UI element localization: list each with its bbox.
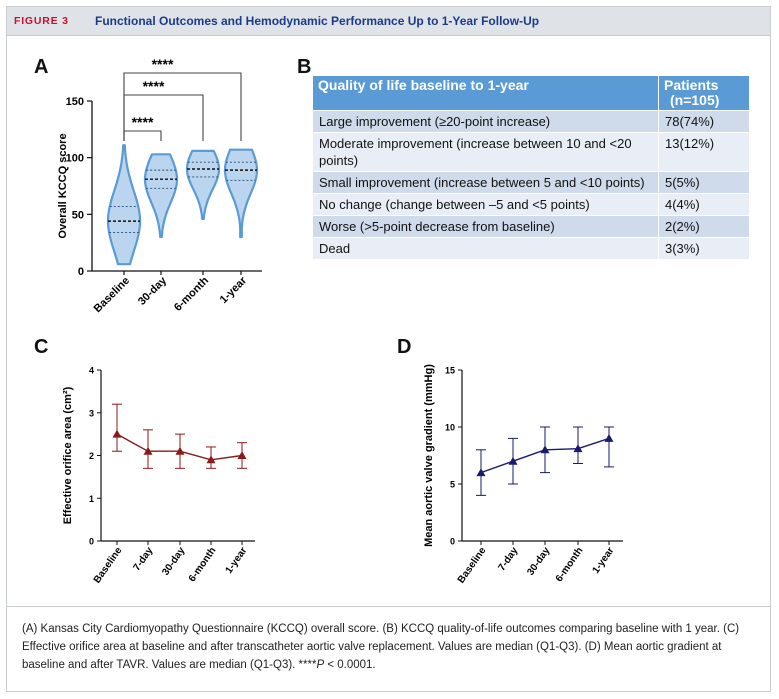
figure-header xyxy=(7,7,770,36)
table-row-label: Moderate improvement (increase between 1… xyxy=(313,132,659,172)
x-tick-label: Baseline xyxy=(456,545,489,585)
x-tick-label: 1-year xyxy=(591,545,617,576)
table-row-label: Small improvement (increase between 5 an… xyxy=(313,171,659,194)
significance-label: **** xyxy=(132,114,154,130)
data-point-marker xyxy=(604,433,614,442)
y-tick-label: 100 xyxy=(66,153,84,165)
table-row: Moderate improvement (increase between 1… xyxy=(313,132,749,172)
panel-label-b: B xyxy=(297,56,312,78)
data-point-marker xyxy=(508,456,518,465)
y-tick-label: 150 xyxy=(66,96,84,108)
table-row-value: 13(12%) xyxy=(658,132,749,172)
y-tick-label: 0 xyxy=(450,537,455,547)
table-row-label: Dead xyxy=(313,237,659,260)
y-tick-label: 5 xyxy=(450,480,455,490)
panel-label-a: A xyxy=(34,56,49,78)
table-row: Worse (>5-point decrease from baseline) … xyxy=(313,215,749,238)
violin-shape xyxy=(185,149,221,220)
caption-p-symbol: P xyxy=(316,659,325,671)
violin-shape xyxy=(223,148,259,239)
data-point-marker xyxy=(175,446,185,455)
table-row-label: Large improvement (≥20-point increase) xyxy=(313,110,659,133)
x-tick-label: 6-month xyxy=(554,545,586,584)
y-tick-label: 2 xyxy=(89,451,94,461)
table-col2-header: Patients (n=105) xyxy=(658,76,749,111)
table-row: Dead 3(3%) xyxy=(313,237,749,260)
data-point-marker xyxy=(573,444,583,453)
table-row-value: 4(4%) xyxy=(658,193,749,216)
violin-shape xyxy=(106,144,142,266)
y-tick-label: 4 xyxy=(89,366,94,376)
figure-caption: (A) Kansas City Cardiomyopathy Questionn… xyxy=(22,620,762,674)
y-tick-label: 3 xyxy=(89,408,94,418)
significance-bracket xyxy=(123,72,242,141)
caption-text-end: < 0.0001. xyxy=(324,659,376,671)
table-row: Small improvement (increase between 5 an… xyxy=(313,171,749,194)
y-tick-label: 0 xyxy=(78,266,84,278)
table-row-value: 78(74%) xyxy=(658,110,749,133)
panel-label-d: D xyxy=(397,336,412,358)
y-tick-label: 0 xyxy=(89,537,94,547)
data-point-marker xyxy=(476,468,486,477)
table-col1-header: Quality of life baseline to 1-year xyxy=(313,76,659,111)
table-col2-header-line2: (n=105) xyxy=(670,92,720,108)
data-point-marker xyxy=(143,446,153,455)
table-row-value: 5(5%) xyxy=(658,171,749,194)
figure-title: Functional Outcomes and Hemodynamic Perf… xyxy=(95,14,540,28)
y-axis-label: Overall KCCQ score xyxy=(57,133,69,238)
table-row-value: 2(2%) xyxy=(658,215,749,238)
table-header-row: Quality of life baseline to 1-year Patie… xyxy=(313,76,749,111)
y-axis-label: Effective orifice area (cm²) xyxy=(62,386,74,524)
caption-divider xyxy=(7,606,770,607)
violin-shape xyxy=(143,153,179,239)
data-point-marker xyxy=(206,455,216,464)
table-row: Large improvement (≥20-point increase) 7… xyxy=(313,110,749,133)
significance-label: **** xyxy=(143,78,165,94)
significance-label: **** xyxy=(152,56,174,72)
y-tick-label: 1 xyxy=(89,494,94,504)
x-tick-label: 7-day xyxy=(496,545,520,573)
y-axis-label: Mean aortic valve gradient (mmHg) xyxy=(423,364,435,547)
caption-text: (A) Kansas City Cardiomyopathy Questionn… xyxy=(22,623,740,671)
data-point-marker xyxy=(540,445,550,454)
table-row-value: 3(3%) xyxy=(658,237,749,260)
y-tick-label: 50 xyxy=(72,209,84,221)
figure-label: FIGURE 3 xyxy=(14,15,69,27)
y-tick-label: 15 xyxy=(445,366,455,376)
table-col2-header-line1: Patients xyxy=(664,77,719,93)
x-tick-label: 30-day xyxy=(525,545,552,578)
y-tick-label: 10 xyxy=(445,423,455,433)
table-row-label: Worse (>5-point decrease from baseline) xyxy=(313,215,659,238)
table-row: No change (change between –5 and <5 poin… xyxy=(313,193,749,216)
data-point-marker xyxy=(237,451,247,459)
qol-table: Quality of life baseline to 1-year Patie… xyxy=(313,76,749,260)
panel-label-c: C xyxy=(34,336,49,358)
figure-frame xyxy=(6,6,771,692)
data-point-marker xyxy=(112,429,122,438)
table-row-label: No change (change between –5 and <5 poin… xyxy=(313,193,659,216)
